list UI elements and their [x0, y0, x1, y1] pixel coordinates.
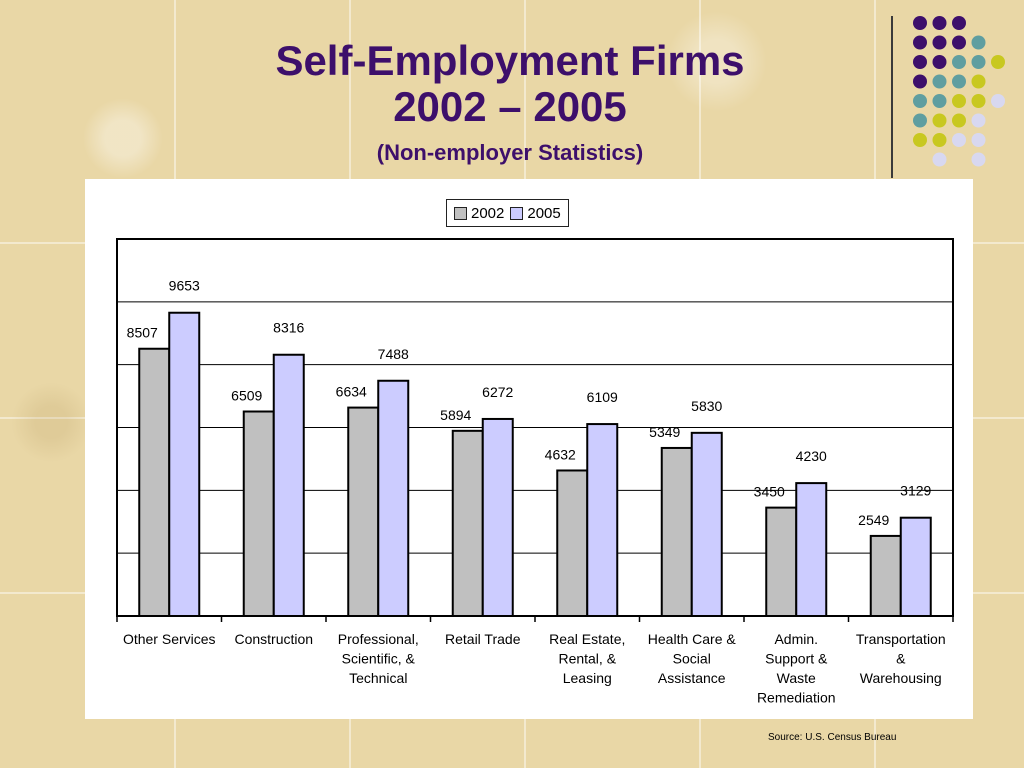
decorative-dot-lilac: [971, 152, 986, 167]
x-tick-label: Health Care & Social Assistance: [648, 631, 737, 686]
data-label-2002: 6634: [336, 384, 367, 400]
decorative-dot-lilac: [991, 94, 1005, 108]
x-tick-label: Professional, Scientific, & Technical: [338, 631, 419, 686]
legend-swatch-2005: [510, 206, 524, 220]
data-label-2005: 3129: [900, 483, 931, 499]
title-block: Self-Employment Firms 2002 – 2005 (Non-e…: [200, 38, 820, 166]
bar-2002: [451, 429, 484, 617]
legend-item-2002: 2002: [454, 205, 504, 222]
data-label-2002: 6509: [231, 388, 262, 404]
decorative-dot-purple: [952, 35, 966, 50]
bar-2005: [377, 379, 410, 617]
data-label-2005: 4230: [796, 448, 827, 464]
bar-chart: 8507 9653 Other Services 6509 8316 Constructi…: [116, 238, 954, 706]
legend-item-2005: 2005: [510, 204, 561, 222]
data-label-2005: 7488: [378, 346, 409, 362]
bar-2005: [690, 431, 723, 617]
decorative-dot-teal: [932, 74, 947, 89]
decorative-dot-teal: [932, 94, 947, 108]
decorative-dot-purple: [932, 35, 947, 50]
decorative-dot-yellow: [971, 74, 986, 89]
data-label-2002: 2549: [858, 512, 889, 528]
bar-2002: [556, 469, 589, 617]
decorative-dot-yellow: [913, 133, 927, 147]
decorative-dot-purple: [932, 55, 947, 69]
decorative-dot-lilac: [952, 133, 966, 147]
decorative-dot-teal: [971, 55, 986, 69]
x-tick-label: Real Estate, Rental, & Leasing: [549, 631, 625, 686]
decorative-dot-lilac: [932, 152, 947, 167]
chart-panel: 8507 9653 Other Services 6509 8316 Constructi…: [85, 179, 973, 719]
decorative-dot-yellow: [932, 113, 947, 128]
bar-2005: [586, 423, 619, 617]
decorative-dot-purple: [913, 74, 927, 89]
chart-legend: 2002 2005: [446, 199, 569, 227]
bar-2005: [795, 482, 828, 618]
decorative-dot-purple: [913, 16, 927, 30]
x-tick-label: Admin. Support & Waste Remediation: [757, 631, 836, 706]
decorative-dot-lilac: [971, 113, 986, 128]
bar-2002: [347, 406, 380, 617]
bar-2002: [660, 446, 693, 617]
decorative-dot-lilac: [971, 133, 986, 147]
decorative-dot-purple: [913, 55, 927, 69]
x-tick-label: Construction: [234, 631, 313, 647]
data-label-2002: 4632: [545, 446, 576, 462]
x-tick-label: Retail Trade: [445, 631, 521, 647]
bar-2005: [272, 353, 305, 617]
legend-label-2002: 2002: [471, 204, 505, 222]
legend-label-2005: 2005: [527, 204, 561, 222]
decorative-dot-yellow: [991, 55, 1005, 69]
decorative-dot-teal: [913, 94, 927, 108]
bar-2002: [869, 534, 902, 617]
data-label-2002: 8507: [127, 325, 158, 341]
bar-2002: [242, 410, 275, 617]
source-note: Source: U.S. Census Bureau: [768, 732, 897, 743]
data-label-2005: 6272: [482, 384, 513, 400]
page-title: Self-Employment Firms: [275, 37, 745, 84]
decorative-dot-teal: [971, 35, 986, 50]
decorative-dot-purple: [952, 16, 966, 30]
page-subtitle: (Non-employer Statistics): [376, 140, 644, 165]
x-tick-label: Other Services: [123, 631, 216, 647]
data-label-2002: 5349: [649, 424, 680, 440]
bar-2002: [138, 347, 171, 618]
bar-2005: [899, 516, 932, 617]
data-label-2005: 6109: [587, 389, 618, 405]
bar-2005: [168, 311, 201, 617]
bar-2005: [481, 417, 514, 617]
decorative-dot-teal: [952, 55, 966, 69]
data-label-2005: 8316: [273, 320, 304, 336]
decorative-dot-teal: [913, 113, 927, 128]
legend-swatch-2002: [454, 206, 467, 220]
data-label-2002: 3450: [754, 484, 785, 500]
data-label-2005: 9653: [169, 278, 200, 294]
data-label-2005: 5830: [691, 398, 722, 414]
bar-2002: [765, 506, 798, 617]
divider-line: [891, 16, 893, 178]
decorative-dot-yellow: [971, 94, 986, 108]
page-title-years: 2002 – 2005: [393, 83, 627, 130]
decorative-dot-purple: [932, 16, 947, 30]
data-label-2002: 5894: [440, 407, 471, 423]
decorative-dot-yellow: [952, 113, 966, 128]
decorative-dot-yellow: [932, 133, 947, 147]
decorative-dot-purple: [913, 35, 927, 50]
decorative-dot-yellow: [952, 94, 966, 108]
x-tick-label: Transportation & Warehousing: [856, 631, 946, 686]
decorative-dot-teal: [952, 74, 966, 89]
